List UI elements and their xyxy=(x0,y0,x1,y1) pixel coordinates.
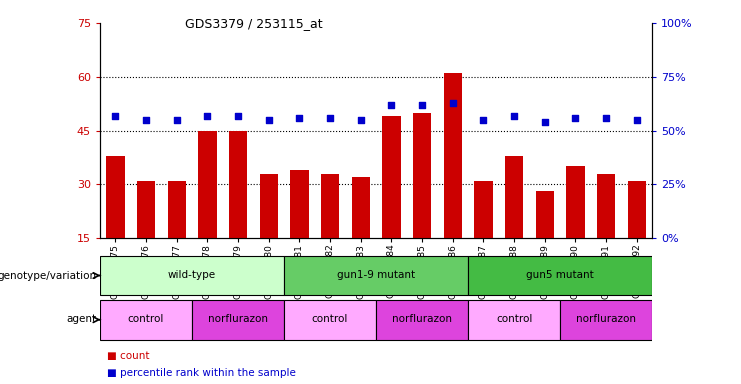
Bar xyxy=(468,300,560,339)
Bar xyxy=(413,113,431,238)
Point xyxy=(170,117,182,123)
Text: genotype/variation: genotype/variation xyxy=(0,271,96,281)
Point xyxy=(324,114,336,121)
Text: control: control xyxy=(312,314,348,324)
Bar xyxy=(192,300,284,339)
Point xyxy=(631,117,642,123)
Point xyxy=(232,113,244,119)
Point xyxy=(110,113,122,119)
Point xyxy=(508,113,520,119)
Point xyxy=(202,113,213,119)
Text: wild-type: wild-type xyxy=(168,270,216,280)
Text: ■ count: ■ count xyxy=(107,351,150,361)
Text: norflurazon: norflurazon xyxy=(576,314,636,324)
Text: agent: agent xyxy=(66,314,96,324)
Bar xyxy=(229,131,247,238)
Bar xyxy=(597,174,615,238)
Bar xyxy=(106,156,124,238)
Bar xyxy=(284,300,376,339)
Point xyxy=(293,114,305,121)
Point xyxy=(385,102,397,108)
Bar xyxy=(468,256,652,295)
Bar xyxy=(100,256,284,295)
Point xyxy=(539,119,551,125)
Bar xyxy=(474,181,493,238)
Bar xyxy=(198,131,216,238)
Bar xyxy=(137,181,156,238)
Point xyxy=(355,117,367,123)
Bar xyxy=(167,181,186,238)
Bar xyxy=(628,181,646,238)
Bar xyxy=(259,174,278,238)
Bar xyxy=(321,174,339,238)
Bar xyxy=(100,300,192,339)
Text: control: control xyxy=(128,314,165,324)
Text: ■ percentile rank within the sample: ■ percentile rank within the sample xyxy=(107,368,296,378)
Point xyxy=(140,117,152,123)
Point xyxy=(263,117,275,123)
Point xyxy=(447,99,459,106)
Text: norflurazon: norflurazon xyxy=(208,314,268,324)
Point xyxy=(477,117,489,123)
Bar xyxy=(566,166,585,238)
Point xyxy=(416,102,428,108)
Bar xyxy=(284,256,468,295)
Point xyxy=(570,114,582,121)
Text: gun5 mutant: gun5 mutant xyxy=(526,270,594,280)
Text: GDS3379 / 253115_at: GDS3379 / 253115_at xyxy=(185,17,323,30)
Bar xyxy=(376,300,468,339)
Bar xyxy=(444,73,462,238)
Bar xyxy=(505,156,523,238)
Bar xyxy=(382,116,401,238)
Bar xyxy=(536,192,554,238)
Text: gun1-9 mutant: gun1-9 mutant xyxy=(337,270,415,280)
Text: control: control xyxy=(496,314,532,324)
Bar xyxy=(351,177,370,238)
Bar xyxy=(560,300,652,339)
Point xyxy=(600,114,612,121)
Bar xyxy=(290,170,308,238)
Text: norflurazon: norflurazon xyxy=(392,314,452,324)
